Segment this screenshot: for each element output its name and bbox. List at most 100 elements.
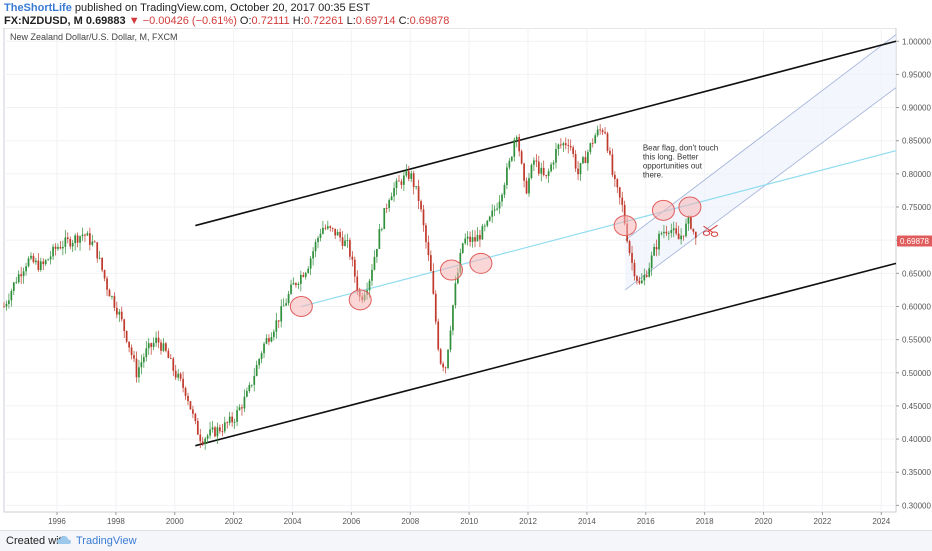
candle-body — [535, 160, 538, 162]
candle-body — [503, 185, 506, 195]
candle-body — [525, 180, 528, 194]
candle-body — [613, 174, 616, 180]
candle-body — [390, 196, 393, 201]
highlight-circle — [678, 196, 702, 218]
candle-body — [663, 231, 665, 234]
candle-body — [447, 349, 449, 369]
candle-body — [567, 145, 570, 147]
candle-body — [520, 151, 523, 164]
candle-body — [12, 282, 15, 291]
candle-body — [160, 342, 162, 351]
candle-body — [508, 160, 511, 168]
candle-body — [658, 233, 660, 250]
candle-body — [246, 390, 248, 397]
y-tick-label: 0.75000 — [902, 203, 931, 212]
candle-body — [606, 133, 609, 151]
candle-body — [8, 300, 10, 304]
candle-body — [243, 396, 246, 409]
candle-body — [368, 280, 371, 291]
candle-body — [206, 435, 209, 439]
close-label: C: — [398, 15, 410, 27]
candle-body — [680, 235, 682, 240]
candle-body — [10, 290, 13, 301]
candle-body — [282, 305, 285, 307]
candle-body — [49, 256, 52, 260]
candle-body — [128, 341, 130, 348]
candle-body — [76, 235, 79, 243]
candle-body — [317, 237, 319, 243]
candle-body — [398, 180, 400, 182]
candle-body — [341, 237, 344, 246]
candle-body — [611, 154, 614, 175]
midline — [301, 150, 897, 308]
y-tick-label: 0.45000 — [902, 402, 931, 411]
candle-body — [265, 338, 268, 344]
price-axis[interactable]: 1.00000 0.95000 0.90000 0.85000 0.80000 0.750… — [896, 37, 931, 510]
candle-body — [547, 171, 550, 177]
candle-body — [415, 186, 418, 188]
high-label: H: — [292, 15, 304, 27]
author-link[interactable]: TheShortLife — [4, 2, 72, 14]
candle-body — [54, 246, 57, 249]
candle-body — [407, 171, 410, 179]
candle-body — [631, 253, 633, 263]
candle-body — [692, 228, 695, 232]
publish-line: TheShortLife published on TradingView.co… — [4, 2, 370, 14]
y-tick-label: 0.40000 — [902, 435, 931, 444]
candle-body — [339, 231, 341, 238]
candle-body — [486, 220, 489, 226]
candle-body — [241, 407, 243, 409]
y-tick-label: 0.80000 — [902, 170, 931, 179]
candle-body — [383, 208, 386, 229]
candle-body — [346, 240, 349, 241]
price-chart[interactable]: New Zealand Dollar/U.S. Dollar, M, FXCM … — [0, 28, 932, 530]
candle-body — [17, 274, 20, 283]
candle-body — [491, 210, 494, 217]
candle-body — [594, 135, 597, 144]
candle-body — [165, 343, 167, 351]
candle-body — [388, 200, 391, 209]
candle-body — [236, 410, 238, 422]
y-tick-label: 1.00000 — [902, 37, 931, 46]
candle-body — [577, 168, 579, 175]
candle-body — [476, 234, 479, 242]
drawing-layer[interactable] — [195, 34, 897, 447]
candle-body — [560, 144, 562, 146]
candle-body — [420, 201, 422, 210]
candle-body — [312, 251, 314, 259]
candle-body — [233, 421, 236, 423]
highlight-circle — [289, 295, 313, 317]
tradingview-brand[interactable]: TradingView — [76, 535, 137, 547]
candle-body — [96, 242, 99, 259]
candle-body — [638, 280, 641, 284]
candle-body — [665, 231, 668, 234]
candle-body — [52, 246, 54, 257]
candle-body — [550, 164, 552, 172]
chart-title: New Zealand Dollar/U.S. Dollar, M, FXCM — [10, 32, 178, 42]
candle-body — [331, 227, 334, 229]
candle-body — [488, 216, 491, 221]
candle-body — [135, 358, 138, 378]
candle-body — [253, 375, 256, 385]
candle-body — [57, 246, 59, 249]
candle-body — [84, 234, 86, 236]
candle-body — [513, 139, 516, 157]
x-tick-label: 2008 — [401, 517, 419, 526]
y-tick-label: 0.60000 — [902, 302, 931, 311]
candle-body — [228, 416, 231, 423]
x-tick-label: 2010 — [460, 517, 478, 526]
candle-body — [537, 161, 540, 174]
candle-body — [459, 252, 462, 273]
candle-body — [425, 225, 427, 243]
candle-body — [412, 173, 415, 188]
time-axis[interactable]: 1996 1998 2000 2002 2004 2006 2008 2010 2012 2014… — [48, 512, 891, 526]
candle-body — [307, 268, 310, 273]
candle-body — [113, 296, 116, 308]
candle-body — [557, 144, 560, 149]
candle-body — [309, 258, 312, 269]
candle-body — [69, 238, 72, 247]
candle-body — [27, 258, 30, 267]
low-value: 0.69714 — [355, 15, 396, 27]
candle-body — [199, 434, 202, 442]
candle-body — [177, 373, 180, 378]
